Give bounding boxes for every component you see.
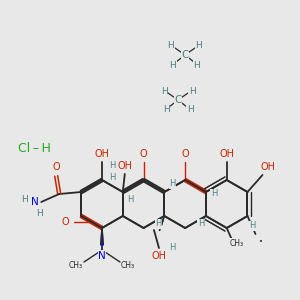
Polygon shape [101, 228, 103, 245]
Text: O: O [62, 217, 69, 227]
Text: Cl – H: Cl – H [18, 142, 51, 154]
Text: O: O [140, 149, 147, 159]
Text: OH: OH [152, 251, 166, 261]
Text: H: H [110, 173, 116, 182]
Text: •: • [260, 239, 263, 245]
Text: O: O [181, 149, 189, 159]
Text: H: H [168, 41, 174, 50]
Text: C: C [181, 50, 189, 60]
Text: CH₃: CH₃ [121, 262, 135, 271]
Text: N: N [31, 197, 39, 207]
Text: CH₃: CH₃ [230, 238, 244, 247]
Text: H: H [169, 61, 176, 70]
Text: OH: OH [94, 149, 110, 159]
Text: H: H [194, 61, 200, 70]
Text: OH: OH [261, 162, 276, 172]
Text: OH: OH [219, 149, 234, 159]
Polygon shape [101, 226, 103, 244]
Text: H: H [189, 86, 195, 95]
Text: H: H [249, 221, 256, 230]
Text: H: H [21, 194, 28, 203]
Text: CH₃: CH₃ [69, 262, 83, 271]
Text: N: N [98, 251, 106, 261]
Text: H: H [187, 106, 194, 115]
Text: H: H [163, 106, 170, 115]
Text: H: H [160, 86, 167, 95]
Text: H: H [128, 196, 134, 205]
Text: H: H [198, 220, 204, 229]
Text: H: H [155, 220, 161, 229]
Text: H: H [169, 244, 175, 253]
Text: H: H [196, 41, 202, 50]
Text: O: O [52, 162, 60, 172]
Text: OH: OH [117, 161, 132, 171]
Text: H: H [109, 161, 115, 170]
Text: C: C [174, 95, 182, 105]
Text: H: H [169, 179, 176, 188]
Text: H: H [211, 190, 217, 199]
Text: H: H [36, 209, 43, 218]
